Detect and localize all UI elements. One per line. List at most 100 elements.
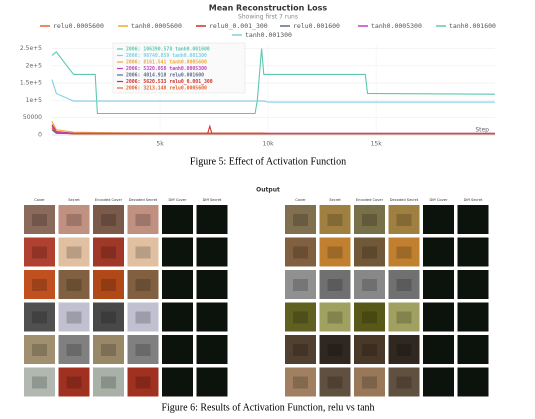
image-thumb xyxy=(162,335,193,364)
image-detail xyxy=(362,311,377,324)
image-thumb xyxy=(423,302,454,332)
image-thumb xyxy=(93,270,124,299)
image-thumb xyxy=(93,367,124,397)
figure-caption: Figure 5: Effect of Activation Function xyxy=(190,156,346,167)
column-header: Diff Secret xyxy=(203,198,222,202)
image-detail xyxy=(362,246,377,259)
image-thumb xyxy=(457,367,489,397)
image-detail xyxy=(66,311,82,324)
image-thumb xyxy=(285,302,316,332)
image-detail xyxy=(135,246,151,259)
column-header: Diff Cover xyxy=(430,198,448,202)
legend-label: relu0.001600 xyxy=(293,22,340,30)
image-thumb xyxy=(58,367,90,397)
image-thumb xyxy=(162,270,193,299)
image-thumb xyxy=(24,205,55,234)
y-tick-label: 50000 xyxy=(23,114,42,121)
image-thumb xyxy=(388,367,420,397)
image-thumb xyxy=(58,237,90,267)
image-thumb xyxy=(127,205,159,234)
image-thumb xyxy=(196,302,228,332)
image-thumb xyxy=(127,270,159,299)
image-detail xyxy=(327,246,343,259)
image-thumb xyxy=(457,270,489,299)
image-detail xyxy=(66,376,82,389)
image-thumb xyxy=(93,237,124,267)
image-detail xyxy=(32,214,47,226)
image-detail xyxy=(135,344,151,356)
chart-title: Mean Reconstruction Loss xyxy=(209,4,328,13)
image-thumb xyxy=(24,367,55,397)
image-thumb xyxy=(24,335,55,364)
image-thumb xyxy=(93,205,124,234)
image-detail xyxy=(293,344,308,356)
image-thumb xyxy=(457,205,489,234)
image-detail xyxy=(32,376,47,389)
image-detail xyxy=(327,214,343,226)
image-thumb xyxy=(285,270,316,299)
column-header: Encoded Cover xyxy=(356,198,384,202)
image-thumb xyxy=(423,367,454,397)
tooltip-text: 2006: 8161.541 tanh0.0005600 xyxy=(126,60,207,66)
image-thumb xyxy=(354,367,385,397)
image-detail xyxy=(327,279,343,291)
image-thumb xyxy=(162,367,193,397)
image-thumb xyxy=(354,270,385,299)
image-thumb xyxy=(388,335,420,364)
legend-label: relu0.0005600 xyxy=(53,22,104,30)
image-thumb xyxy=(354,237,385,267)
image-thumb xyxy=(58,335,90,364)
image-thumb xyxy=(24,302,55,332)
image-detail xyxy=(362,376,377,389)
image-detail xyxy=(135,214,151,226)
series-line xyxy=(51,120,495,134)
image-detail xyxy=(101,344,116,356)
image-thumb xyxy=(162,237,193,267)
image-thumb xyxy=(457,302,489,332)
legend-label: tanh0.0005300 xyxy=(371,22,422,30)
image-detail xyxy=(32,311,47,324)
image-thumb xyxy=(457,237,489,267)
series-line xyxy=(51,79,495,103)
image-thumb xyxy=(196,270,228,299)
image-thumb xyxy=(319,205,351,234)
column-header: Diff Secret xyxy=(464,198,483,202)
image-thumb xyxy=(196,237,228,267)
image-thumb xyxy=(285,237,316,267)
image-detail xyxy=(101,376,116,389)
image-detail xyxy=(362,214,377,226)
image-thumb xyxy=(388,302,420,332)
image-detail xyxy=(32,246,47,259)
image-detail xyxy=(293,279,308,291)
image-detail xyxy=(66,246,82,259)
image-detail xyxy=(293,376,308,389)
legend-label: tanh0.001600 xyxy=(449,22,496,30)
tooltip-text: 2006: 3213.148 relu0.0005600 xyxy=(126,86,207,92)
image-detail xyxy=(135,376,151,389)
figure-caption: Figure 6: Results of Activation Function… xyxy=(161,402,374,413)
image-thumb xyxy=(162,302,193,332)
tooltip-box xyxy=(112,42,246,94)
image-thumb xyxy=(388,237,420,267)
image-thumb xyxy=(58,270,90,299)
image-detail xyxy=(327,311,343,324)
image-detail xyxy=(66,344,82,356)
column-header: Decoded Secret xyxy=(390,198,419,202)
image-thumb xyxy=(127,302,159,332)
tooltip-text: 2006: 5320.058 tanh0.0005300 xyxy=(126,66,207,72)
column-header: Decoded Secret xyxy=(129,198,158,202)
image-thumb xyxy=(423,335,454,364)
image-detail xyxy=(32,344,47,356)
image-thumb xyxy=(319,335,351,364)
y-tick-label: 2e+5 xyxy=(26,62,43,69)
image-detail xyxy=(293,246,308,259)
image-detail xyxy=(396,344,412,356)
legend-label: relu0_0.001_300 xyxy=(209,22,268,30)
image-detail xyxy=(362,344,377,356)
image-thumb xyxy=(285,335,316,364)
image-thumb xyxy=(354,335,385,364)
image-detail xyxy=(101,214,116,226)
image-detail xyxy=(32,279,47,291)
y-tick-label: 2.5e+5 xyxy=(20,45,42,52)
image-detail xyxy=(135,279,151,291)
